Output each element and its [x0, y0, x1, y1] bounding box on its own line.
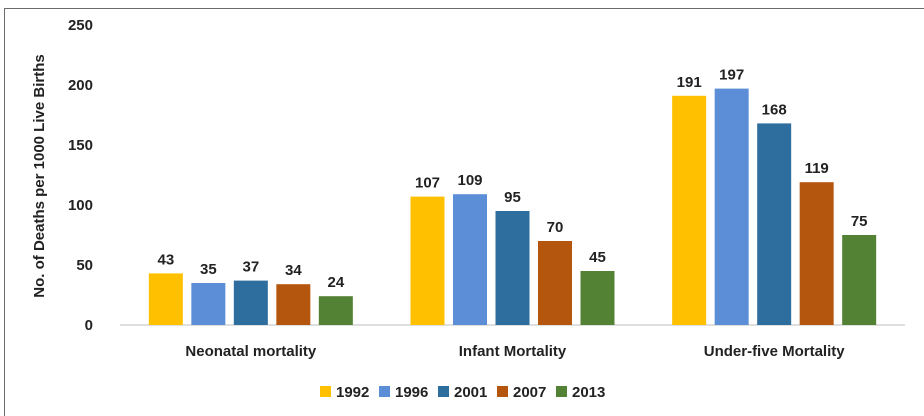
bar [318, 296, 353, 325]
legend-label: 2001 [454, 384, 487, 401]
y-axis-title: No. of Deaths per 1000 Live Births [31, 54, 48, 297]
y-axis-ticks: 0 50 100 150 200 250 [68, 17, 93, 334]
legend-label: 2013 [572, 384, 605, 401]
data-label: 109 [457, 172, 482, 189]
bar [410, 196, 445, 325]
data-label: 37 [242, 259, 259, 276]
bar [233, 280, 268, 325]
x-category-label: Neonatal mortality [185, 343, 317, 360]
y-tick-label: 100 [68, 197, 93, 214]
bar [799, 182, 834, 325]
data-label: 70 [547, 219, 564, 236]
y-tick-label: 150 [68, 137, 93, 154]
bars-group [148, 88, 877, 326]
chart-frame [4, 8, 924, 416]
data-label: 43 [157, 251, 174, 268]
data-label: 191 [677, 74, 702, 91]
data-label: 168 [762, 101, 787, 118]
data-label: 197 [719, 67, 744, 84]
data-label: 75 [851, 213, 868, 230]
legend-label: 1992 [336, 384, 369, 401]
category-labels-group: Neonatal mortality Infant Mortality Under-… [185, 343, 845, 360]
y-tick-label: 50 [76, 257, 93, 274]
bar [842, 235, 877, 325]
bar [580, 271, 615, 325]
bar [276, 284, 311, 325]
bar [672, 95, 707, 325]
data-label: 119 [805, 160, 829, 177]
data-label: 35 [200, 261, 217, 278]
bar [714, 88, 749, 325]
legend-swatch [497, 386, 508, 397]
bar [757, 123, 792, 326]
legend-label: 1996 [395, 384, 428, 401]
data-label: 34 [285, 262, 302, 279]
x-category-label: Infant Mortality [459, 343, 567, 360]
legend-label: 2007 [513, 384, 546, 401]
y-tick-label: 0 [85, 317, 93, 334]
data-label: 45 [589, 249, 606, 266]
x-category-label: Under-five Mortality [704, 343, 846, 360]
y-tick-label: 250 [68, 17, 93, 34]
legend-swatch [438, 386, 449, 397]
data-label: 24 [327, 274, 344, 291]
legend-swatch [379, 386, 390, 397]
y-tick-label: 200 [68, 77, 93, 94]
bar [538, 241, 572, 325]
bar [191, 283, 226, 325]
bar [495, 211, 530, 325]
bar [453, 194, 487, 325]
data-label: 95 [504, 189, 521, 206]
bar [148, 273, 183, 325]
data-label: 107 [415, 175, 440, 192]
data-labels-group: 43 35 37 34 24 107 109 95 70 45 191 197 168 119 75 [157, 67, 867, 292]
legend-swatch [556, 386, 567, 397]
legend-swatch [320, 386, 331, 397]
legend: 1992 1996 2001 2007 2013 [320, 384, 605, 401]
